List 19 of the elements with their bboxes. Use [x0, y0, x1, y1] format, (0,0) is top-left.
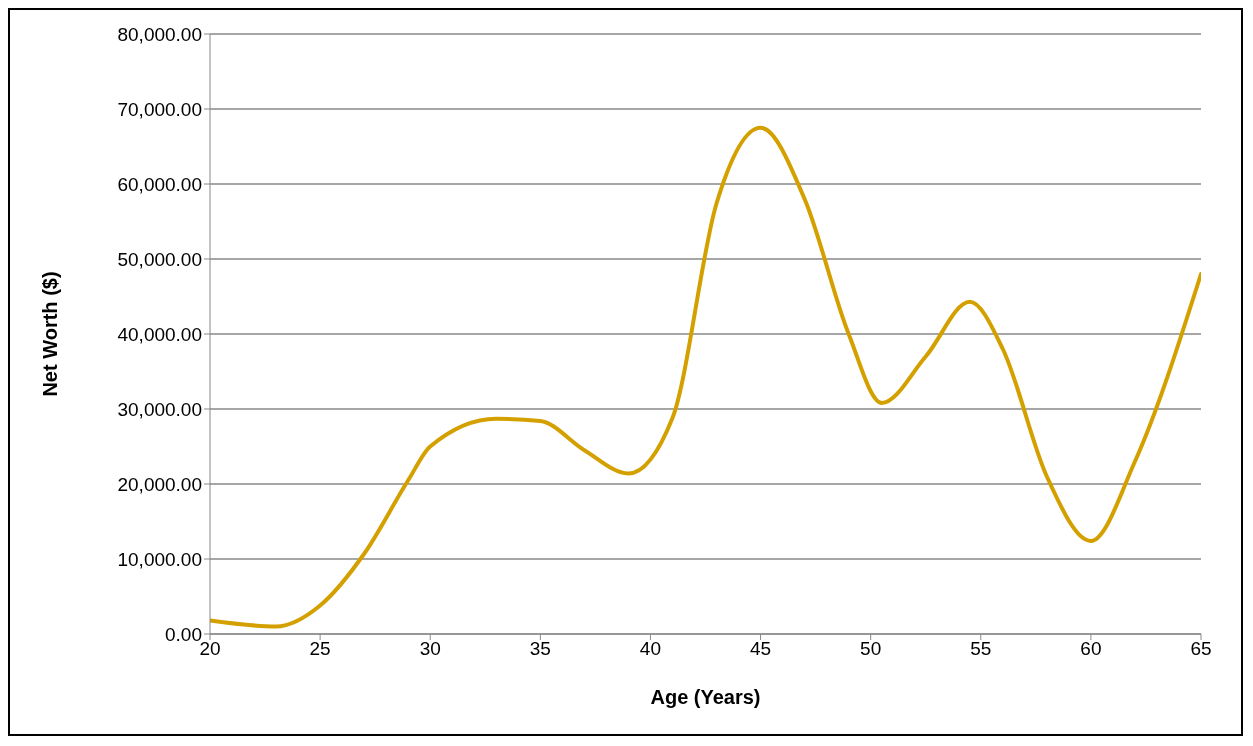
- x-tick-label: 50: [860, 638, 882, 660]
- x-axis-title: Age (Years): [650, 686, 761, 708]
- x-tick-label: 25: [309, 638, 331, 660]
- x-tick-label: 35: [529, 638, 551, 660]
- y-tick-label: 70,000.00: [117, 98, 202, 120]
- y-tick-label: 60,000.00: [117, 173, 202, 195]
- x-tick-label: 55: [970, 638, 992, 660]
- y-tick-label: 50,000.00: [117, 248, 202, 270]
- y-tick-label: 10,000.00: [117, 548, 202, 570]
- y-tick-label: 40,000.00: [117, 323, 202, 345]
- y-tick-label: 80,000.00: [117, 23, 202, 45]
- y-tick-label: 30,000.00: [117, 398, 202, 420]
- x-tick-label: 65: [1190, 638, 1212, 660]
- x-tick-label: 40: [639, 638, 662, 660]
- x-tick-label: 30: [419, 638, 441, 660]
- y-axis-title: Net Worth ($): [39, 271, 62, 397]
- y-tick-label: 20,000.00: [117, 473, 202, 495]
- x-tick-label: 45: [749, 638, 772, 660]
- x-tick-label: 60: [1080, 638, 1102, 660]
